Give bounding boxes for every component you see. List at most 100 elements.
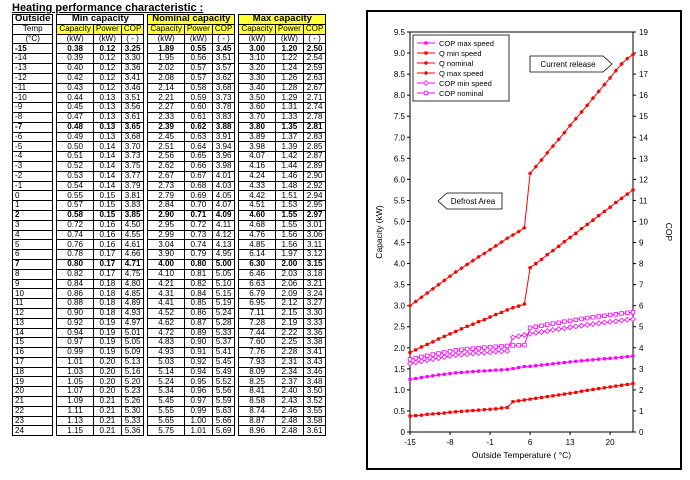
q-min-speed-point bbox=[511, 400, 515, 404]
y2-tick-label: 6 bbox=[639, 302, 644, 311]
q-min-speed-point bbox=[414, 413, 418, 418]
cop-nominal-point bbox=[499, 344, 504, 349]
y2-tick-label: 13 bbox=[639, 154, 648, 163]
cop-nominal-point bbox=[464, 346, 470, 352]
value-cell: 0.82 bbox=[183, 278, 213, 290]
value-cell: 2.99 bbox=[147, 229, 185, 241]
value-cell: 3.55 bbox=[302, 405, 327, 417]
temp-cell: 16 bbox=[11, 347, 54, 358]
cop-nominal-point bbox=[596, 314, 601, 319]
value-cell: 2.62 bbox=[147, 160, 185, 172]
column-gap bbox=[52, 376, 58, 387]
y-tick-label: 3.5 bbox=[394, 281, 406, 290]
value-cell: 0.20 bbox=[92, 356, 122, 368]
temp-cell: -4 bbox=[11, 151, 54, 162]
value-cell: 0.50 bbox=[56, 141, 94, 153]
value-cell: 2.67 bbox=[302, 82, 327, 94]
cop-max-speed-point bbox=[442, 372, 446, 376]
value-cell: 2.06 bbox=[274, 278, 304, 290]
value-cell: 0.84 bbox=[183, 288, 213, 300]
value-cell: 1.15 bbox=[56, 425, 94, 437]
y-tick-label: 9.0 bbox=[394, 49, 406, 58]
value-cell: 3.81 bbox=[120, 190, 145, 202]
q-nominal-point bbox=[505, 308, 510, 312]
y2-tick-label: 2 bbox=[639, 386, 644, 395]
value-cell: 3.91 bbox=[211, 131, 236, 143]
value-cell: 2.97 bbox=[302, 209, 327, 221]
value-cell: 0.95 bbox=[183, 376, 213, 388]
group-header-nominal: Nominal capacity bbox=[147, 14, 236, 25]
value-cell: 2.43 bbox=[274, 396, 304, 407]
value-cell: 4.01 bbox=[211, 170, 236, 182]
value-cell: 3.41 bbox=[120, 72, 145, 84]
q-max-speed-point bbox=[505, 236, 510, 241]
column-gap bbox=[52, 210, 58, 221]
value-cell: 3.57 bbox=[211, 62, 236, 74]
value-cell: 2.84 bbox=[147, 200, 185, 211]
value-cell: 0.13 bbox=[92, 131, 122, 143]
value-cell: 3.18 bbox=[302, 268, 327, 280]
value-cell: 2.63 bbox=[302, 72, 327, 84]
y-tick-label: 0.5 bbox=[394, 407, 406, 416]
q-min-speed-point bbox=[431, 412, 435, 416]
cop-max-speed-point bbox=[465, 370, 469, 374]
q-nominal-point bbox=[591, 218, 595, 223]
temp-cell: 23 bbox=[11, 415, 54, 427]
value-cell: 0.82 bbox=[56, 268, 94, 280]
q-min-speed-point bbox=[425, 412, 429, 416]
cop-nominal-point bbox=[567, 318, 573, 324]
value-cell: 3.94 bbox=[211, 141, 236, 153]
column-gap bbox=[52, 357, 58, 368]
value-cell: 0.19 bbox=[92, 337, 122, 349]
value-cell: 3.89 bbox=[238, 131, 276, 143]
column-gap bbox=[143, 396, 149, 407]
q-nominal-point bbox=[459, 327, 464, 331]
q-min-speed-point bbox=[517, 399, 521, 403]
value-cell: 2.71 bbox=[302, 92, 327, 104]
cop-max-speed-point bbox=[562, 360, 566, 365]
value-cell: 4.13 bbox=[211, 239, 236, 251]
value-cell: 2.83 bbox=[302, 131, 327, 143]
value-cell: 0.49 bbox=[56, 131, 94, 143]
cop-max-speed-point bbox=[431, 374, 435, 378]
value-cell: 6.63 bbox=[238, 278, 276, 290]
unit-cell: ( - ) bbox=[302, 33, 327, 45]
q-max-speed-point bbox=[436, 282, 441, 287]
value-cell: 5.34 bbox=[147, 386, 185, 398]
column-gap bbox=[234, 357, 240, 368]
value-cell: 3.83 bbox=[211, 111, 236, 123]
column-gap bbox=[52, 337, 58, 348]
cop-nominal-point bbox=[470, 346, 476, 351]
value-cell: 1.35 bbox=[274, 121, 304, 133]
value-cell: 0.84 bbox=[56, 278, 94, 290]
temp-cell: -13 bbox=[11, 62, 54, 74]
q-max-speed-point bbox=[579, 109, 584, 115]
q-min-speed-point bbox=[488, 407, 492, 411]
annotation-current-release-shape bbox=[529, 55, 613, 73]
unit-cell: (kW) bbox=[274, 33, 304, 45]
column-gap bbox=[234, 210, 240, 221]
value-cell: 0.57 bbox=[56, 200, 94, 211]
value-cell: 7.28 bbox=[238, 317, 276, 329]
cop-nominal-point bbox=[619, 311, 624, 316]
cop-max-speed-point bbox=[419, 375, 424, 380]
value-cell: 2.89 bbox=[302, 160, 327, 172]
value-cell: 4.07 bbox=[238, 151, 276, 162]
column-header: COP bbox=[120, 23, 145, 35]
table-row: 19 1.05 0.20 5.20 5.24 0.95 5.52 8.25 2.37 3.48 bbox=[11, 376, 327, 388]
value-cell: 4.21 bbox=[147, 278, 185, 290]
value-cell: 3.70 bbox=[120, 141, 145, 153]
column-header-row: Temp Capacity Power COP Capacity Power COP Capa… bbox=[11, 23, 327, 35]
value-cell: 3.83 bbox=[120, 200, 145, 211]
y-tick-label: 8.0 bbox=[394, 91, 406, 100]
cop-max-speed-point bbox=[602, 357, 607, 361]
column-gap bbox=[143, 181, 149, 191]
column-gap bbox=[143, 308, 149, 319]
value-cell: 5.01 bbox=[120, 327, 145, 339]
value-cell: 2.87 bbox=[302, 151, 327, 162]
value-cell: 3.98 bbox=[238, 141, 276, 153]
column-gap bbox=[234, 239, 240, 250]
y2-axis-label: COP bbox=[664, 223, 674, 242]
cop-min-speed-point bbox=[407, 360, 413, 367]
q-max-speed-point bbox=[487, 247, 493, 252]
